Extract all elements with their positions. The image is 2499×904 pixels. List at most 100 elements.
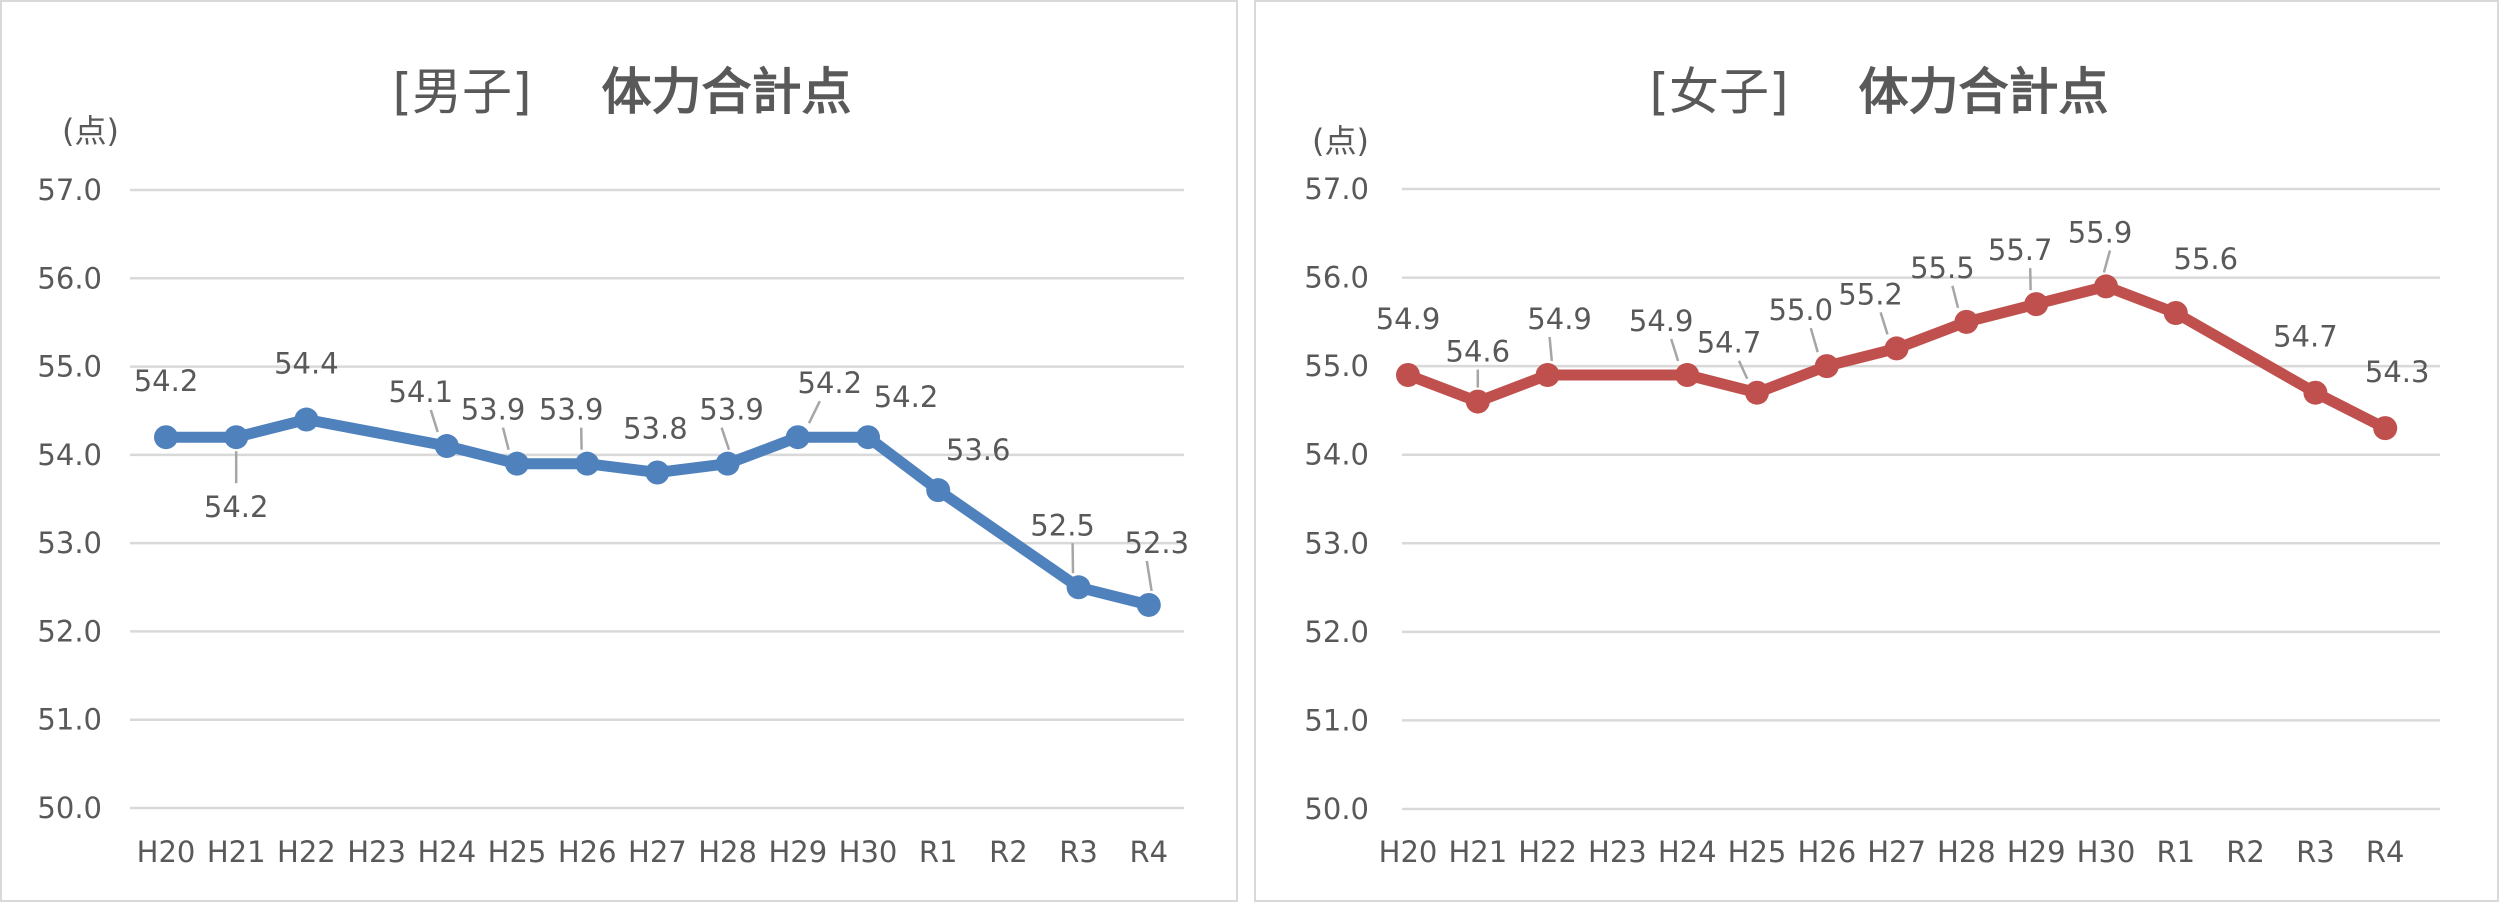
chart-title: [女子]体力合計点	[1649, 63, 2108, 121]
data-label: 53.9	[699, 393, 764, 427]
data-point	[856, 425, 880, 449]
x-tick-label: R3	[2296, 835, 2335, 869]
data-label: 54.2	[874, 380, 939, 414]
data-point	[1815, 354, 1839, 378]
data-label: 55.9	[2068, 215, 2133, 249]
label-leader-line	[431, 410, 438, 432]
x-tick-label: R2	[989, 835, 1028, 869]
label-leader-line	[1147, 561, 1152, 591]
data-label: 54.6	[1446, 335, 1511, 369]
data-label: 53.9	[539, 393, 604, 427]
x-tick-label: H27	[1867, 835, 1926, 869]
y-tick-label: 51.0	[1304, 703, 1369, 737]
label-leader-line	[1952, 286, 1958, 308]
data-point	[294, 408, 318, 432]
x-tick-label: R1	[919, 835, 958, 869]
chart-title-main: 体力合計点	[602, 63, 852, 121]
data-point	[786, 425, 810, 449]
label-leader-line	[1811, 328, 1818, 352]
x-tick-label: H30	[839, 835, 898, 869]
data-point	[2094, 274, 2118, 298]
data-label: 55.7	[1988, 233, 2053, 267]
x-tick-label: H22	[1518, 835, 1577, 869]
x-tick-label: R1	[2156, 835, 2195, 869]
data-label: 54.4	[274, 347, 339, 381]
x-tick-label: H23	[1588, 835, 1647, 869]
label-leader-line	[722, 428, 729, 450]
data-point	[2303, 381, 2327, 405]
data-label: 53.6	[946, 433, 1011, 467]
x-tick-label: H20	[1379, 835, 1438, 869]
data-label: 54.2	[204, 490, 269, 524]
data-label: 53.9	[461, 393, 526, 427]
label-leader-line	[1671, 339, 1678, 361]
data-point	[2373, 416, 2397, 440]
y-tick-label: 54.0	[37, 438, 102, 472]
data-label: 55.0	[1769, 293, 1834, 327]
data-label: 54.7	[2273, 320, 2338, 354]
data-label: 54.7	[1697, 326, 1762, 360]
data-point	[1137, 593, 1161, 617]
data-point	[926, 478, 950, 502]
x-tick-label: H24	[1658, 835, 1717, 869]
girls-chart-svg: [女子]体力合計点 (点) 50.051.052.053.054.055.056…	[1256, 2, 2499, 904]
gridlines	[130, 190, 1184, 808]
data-label: 54.9	[1376, 302, 1441, 336]
data-label: 54.2	[798, 366, 863, 400]
data-label: 54.9	[1527, 302, 1592, 336]
label-leader-line	[1739, 361, 1747, 379]
x-tick-label: H28	[698, 835, 757, 869]
x-tick-label: H20	[137, 835, 196, 869]
data-label: 52.3	[1125, 526, 1190, 560]
y-axis-unit-label: (点)	[1312, 122, 1369, 160]
x-tick-label: H29	[768, 835, 827, 869]
y-tick-label: 56.0	[1304, 261, 1369, 295]
data-label: 55.5	[1910, 251, 1975, 285]
data-label: 52.5	[1030, 508, 1095, 542]
data-point	[2024, 292, 2048, 316]
x-tick-label: R3	[1059, 835, 1098, 869]
x-tick-label: H21	[1448, 835, 1507, 869]
data-label: 55.2	[1838, 277, 1903, 311]
data-label: 54.3	[2365, 355, 2430, 389]
data-point	[2164, 301, 2188, 325]
x-tick-label: H26	[1797, 835, 1856, 869]
y-tick-label: 50.0	[1304, 792, 1369, 826]
y-tick-label: 50.0	[37, 791, 102, 825]
chart-title-bracket: [男子]	[392, 63, 531, 121]
data-point	[505, 452, 529, 476]
y-tick-label: 57.0	[37, 173, 102, 207]
data-point	[1675, 363, 1699, 387]
y-axis-ticks: 50.051.052.053.054.055.056.057.0	[37, 173, 102, 825]
x-tick-label: H23	[347, 835, 406, 869]
data-label: 53.8	[623, 412, 688, 446]
x-tick-label: H26	[558, 835, 617, 869]
data-point	[435, 434, 459, 458]
y-tick-label: 53.0	[37, 526, 102, 560]
x-tick-label: H25	[1728, 835, 1787, 869]
y-tick-label: 55.0	[37, 350, 102, 384]
y-axis-ticks: 50.051.052.053.054.055.056.057.0	[1304, 172, 1369, 826]
y-tick-label: 52.0	[37, 614, 102, 648]
y-tick-label: 52.0	[1304, 615, 1369, 649]
chart-title-main: 体力合計点	[1859, 63, 2109, 121]
y-axis-unit-label: (点)	[62, 112, 119, 150]
data-point	[1466, 390, 1490, 414]
x-tick-label: H22	[277, 835, 336, 869]
label-leader-line	[503, 428, 509, 450]
chart-title: [男子] 体力合計点	[392, 63, 851, 121]
x-tick-label: R2	[2226, 835, 2265, 869]
data-point	[1067, 575, 1091, 599]
data-point	[1396, 363, 1420, 387]
data-point	[1745, 381, 1769, 405]
y-tick-label: 53.0	[1304, 526, 1369, 560]
data-label: 54.1	[389, 375, 454, 409]
data-point	[154, 425, 178, 449]
y-tick-label: 56.0	[37, 261, 102, 295]
